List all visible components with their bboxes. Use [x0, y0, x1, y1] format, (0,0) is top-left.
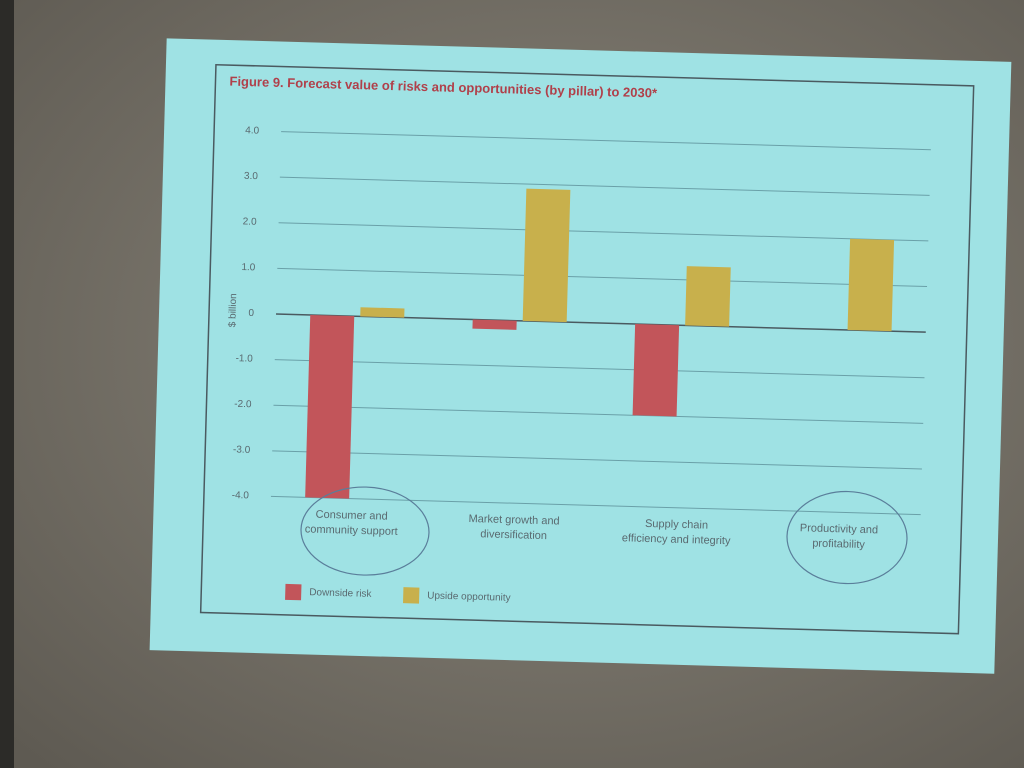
legend-swatch — [403, 587, 420, 604]
x-tick-label-box: Supply chain efficiency and integrity — [621, 517, 731, 548]
y-tick-label: -3.0 — [233, 444, 251, 455]
highlight-circle — [300, 486, 430, 576]
legend-label: Upside opportunity — [427, 590, 511, 603]
x-tick-label-box: Consumer and community support — [304, 508, 398, 538]
bar — [360, 307, 405, 318]
x-tick-label: Supply chain efficiency and integrity — [621, 517, 731, 548]
grid-line — [279, 176, 930, 196]
grid-line — [278, 222, 929, 242]
bar — [685, 266, 731, 327]
y-tick-label: 4.0 — [245, 125, 260, 136]
x-tick-label: Consumer and community support — [304, 508, 398, 538]
bar — [847, 238, 895, 332]
x-tick-label-box: Market growth and diversification — [468, 512, 560, 542]
plot: 4.0 3.0 2.0 1.0 0 -1.0 -2.0 -3.0 -4.0 Consumer an… — [232, 125, 931, 604]
wall-edge — [0, 0, 14, 768]
y-tick-label: 3.0 — [244, 171, 259, 182]
y-tick-label: 1.0 — [241, 262, 256, 273]
grid-line — [277, 267, 928, 288]
y-tick-label: 0 — [248, 308, 254, 319]
grid-line — [272, 450, 922, 470]
legend-swatch — [285, 583, 302, 601]
bar — [522, 188, 571, 323]
legend-label: Downside risk — [309, 587, 373, 600]
y-tick-label: -1.0 — [235, 353, 253, 364]
y-tick-label: -4.0 — [232, 490, 250, 501]
x-tick-label: Productivity and profitability — [799, 522, 879, 551]
slide: Figure 9. Forecast value of risks and op… — [149, 38, 1012, 674]
y-tick-label: 2.0 — [243, 216, 258, 227]
x-tick-label-box: Productivity and profitability — [799, 522, 879, 551]
chart-frame — [199, 63, 975, 635]
y-tick-label: -2.0 — [234, 399, 252, 410]
bar — [305, 314, 355, 499]
grid-line — [274, 359, 925, 379]
x-tick-label: Market growth and diversification — [468, 512, 560, 542]
grid-line — [273, 404, 924, 424]
bar — [472, 319, 517, 330]
grid-line — [281, 131, 931, 151]
grid-line — [270, 495, 921, 516]
highlight-circle — [786, 490, 908, 585]
slide-bg — [149, 38, 1012, 674]
y-axis-label: $ billion — [227, 293, 239, 327]
bar — [632, 324, 680, 417]
